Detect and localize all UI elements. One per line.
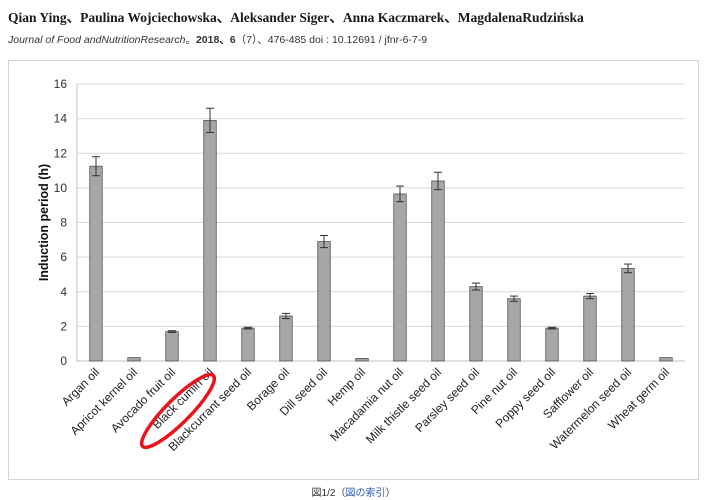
bar xyxy=(203,119,217,362)
y-tick-label: 12 xyxy=(54,146,68,160)
y-tick-label: 14 xyxy=(54,112,68,126)
authors-line: Qian Ying、Paulina Wojciechowska、Aleksand… xyxy=(8,10,584,25)
figure-index-link[interactable]: 図の索引 xyxy=(345,488,386,499)
y-tick-label: 6 xyxy=(60,250,67,264)
bar xyxy=(393,193,407,362)
y-tick-label: 16 xyxy=(54,77,68,91)
bar xyxy=(621,267,635,362)
bar xyxy=(127,357,141,362)
journal-name: Journal of Food andNutritionResearch xyxy=(8,34,186,46)
y-tick-label: 10 xyxy=(54,181,68,195)
bar xyxy=(659,357,673,362)
y-tick-label: 4 xyxy=(60,285,67,299)
x-tick-label: Apricot kernel oil xyxy=(67,365,140,438)
bar xyxy=(279,315,293,362)
figure-caption: 図1/2（図の索引） xyxy=(0,484,707,499)
y-tick-label: 8 xyxy=(60,216,67,230)
bar xyxy=(241,327,255,362)
issue-pages-doi: （7）、476-485 doi : 10.12691 / jfnr-6-7-9 xyxy=(235,34,428,46)
y-tick-label: 0 xyxy=(60,354,67,368)
bar xyxy=(165,331,179,362)
bar xyxy=(507,298,521,362)
citation-separator: 。 xyxy=(185,34,196,46)
bar xyxy=(583,295,597,362)
y-tick-label: 2 xyxy=(60,319,67,333)
bar xyxy=(89,165,103,362)
caption-prefix: 図1/2（ xyxy=(311,488,346,499)
caption-suffix: ） xyxy=(385,488,396,499)
bar xyxy=(545,327,559,362)
bar xyxy=(469,286,483,362)
y-axis-title: Induction period (h) xyxy=(37,164,51,281)
bar xyxy=(317,241,331,362)
bar xyxy=(355,358,369,362)
figure-panel: 0 2 4 6 8 10 12 14 16 Induction period (h) Argan o… xyxy=(8,60,699,480)
bar xyxy=(431,180,445,362)
year-volume: 2018、6 xyxy=(195,34,236,46)
citation-line: Journal of Food andNutritionResearch。201… xyxy=(8,32,427,47)
highlight-circle xyxy=(139,372,217,450)
